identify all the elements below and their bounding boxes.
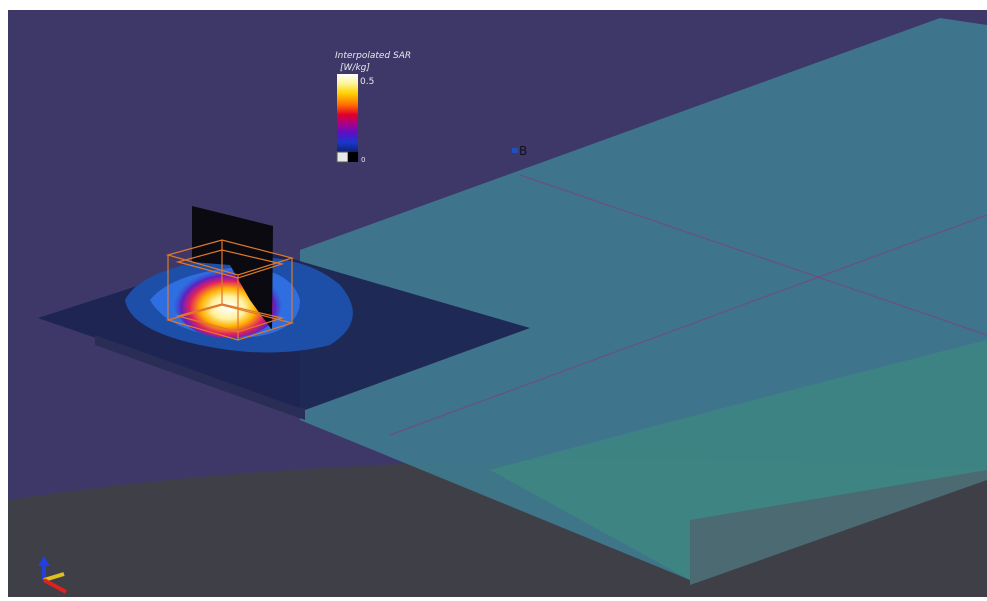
colorbar-low xyxy=(348,152,358,162)
colorbar-swatch xyxy=(336,151,349,163)
marker-icon xyxy=(512,148,518,153)
colorbar-title: Interpolated SAR xyxy=(335,51,411,61)
colorbar-unit: [W/kg] xyxy=(340,63,370,73)
wireframe xyxy=(165,239,295,341)
grid-line xyxy=(389,214,987,436)
green-plane xyxy=(490,340,987,580)
colorbar-min: 0 xyxy=(361,156,365,164)
colorbar-max: 0.5 xyxy=(360,77,374,87)
marker-label: B xyxy=(519,144,527,158)
plate xyxy=(192,206,273,330)
plane-edge xyxy=(690,470,987,585)
grid-line xyxy=(519,174,987,336)
colorbar xyxy=(337,74,358,152)
sar-plane-edge xyxy=(95,335,305,420)
axes-icon xyxy=(38,556,67,594)
